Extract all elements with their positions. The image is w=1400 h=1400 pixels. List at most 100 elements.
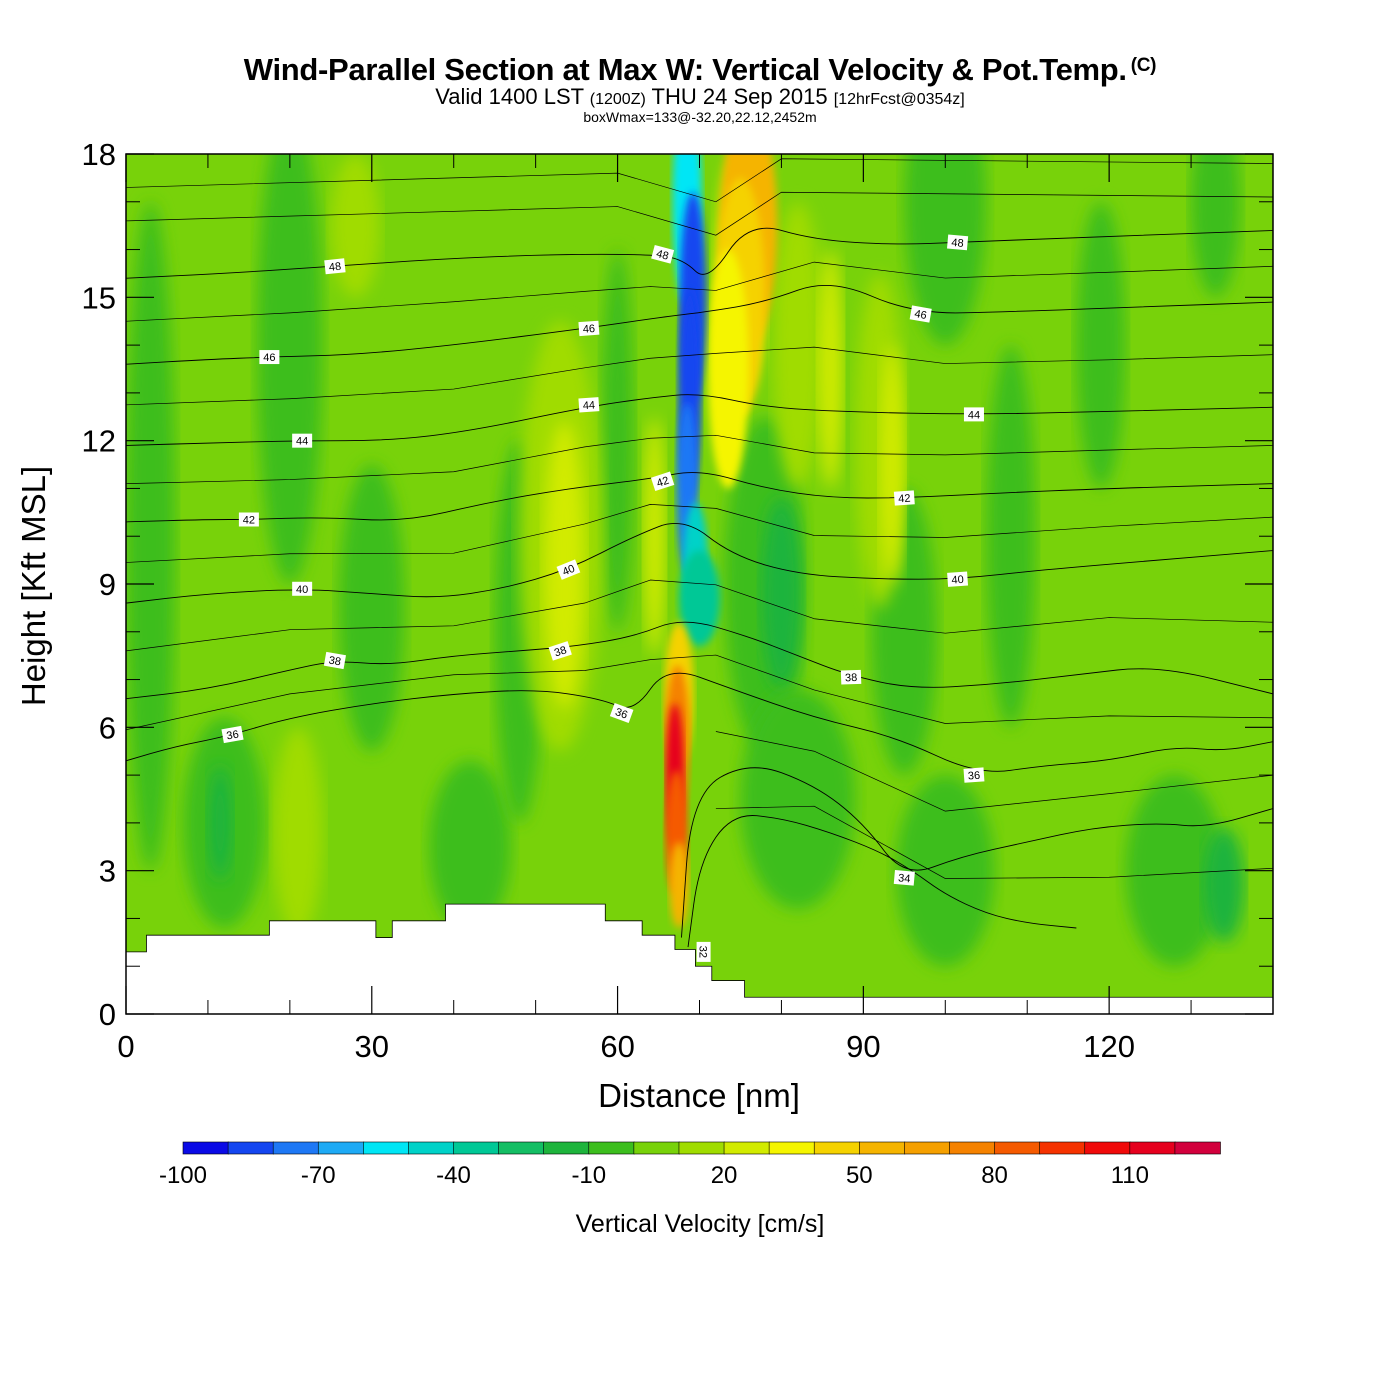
theta-contour-label-box — [947, 234, 969, 251]
valid-time: Valid 1400 LST — [435, 84, 584, 109]
theta-contour-minor — [126, 654, 1273, 731]
theta-contour-label-box — [221, 725, 244, 744]
colorbar-swatch — [272, 1141, 320, 1155]
field-patch — [207, 765, 233, 881]
colorbar-swatch — [363, 1141, 410, 1155]
colorbar-title: Vertical Velocity [cm/s] — [576, 1210, 825, 1238]
y-tick-label: 12 — [82, 424, 116, 459]
colorbar-swatch — [227, 1141, 274, 1155]
field-patch — [1076, 201, 1126, 489]
theta-contour-label: 44 — [963, 407, 984, 422]
field-patch — [257, 154, 323, 584]
colorbar-swatch — [678, 1141, 725, 1155]
theta-contour-label-text: 38 — [845, 672, 858, 684]
theta-contour-label-text: 36 — [614, 706, 630, 721]
theta-contour-label: 36 — [221, 725, 244, 744]
colorbar-swatch — [408, 1141, 455, 1155]
colorbar-tick-label: 110 — [1111, 1162, 1149, 1189]
theta-contour-label-text: 38 — [553, 644, 568, 659]
field-patch — [818, 249, 843, 489]
colorbar-swatch — [723, 1141, 770, 1155]
valid-utc: (1200Z) — [589, 91, 646, 108]
theta-contour-label: 38 — [323, 651, 346, 670]
theta-contour-label: 46 — [909, 305, 932, 323]
field-patch — [1191, 154, 1241, 298]
theta-contour-44 — [126, 394, 1273, 446]
theta-contour-label-box — [259, 350, 280, 365]
theta-contour-label-box — [893, 869, 915, 886]
colorbar-swatch — [1039, 1141, 1086, 1155]
theta-contour-label-text: 40 — [296, 584, 308, 596]
theta-contour-label: 48 — [947, 234, 969, 251]
colorbar-swatch — [813, 1141, 861, 1155]
theta-contour-label-text: 36 — [226, 729, 240, 743]
field-patch — [429, 760, 512, 933]
theta-contour-label: 44 — [578, 397, 600, 413]
chart-subtitle: Valid 1400 LST (1200Z) THU 24 Sep 2015 [… — [0, 84, 1400, 110]
theta-contour-label-text: 38 — [328, 654, 342, 668]
theta-contour-label: 48 — [651, 244, 675, 264]
colorbar-swatch — [768, 1141, 816, 1155]
x-tick-label: 90 — [846, 1029, 880, 1064]
theta-contour-label-text: 42 — [655, 475, 670, 490]
theta-contour-label: 42 — [650, 471, 675, 492]
theta-contour-label-text: 48 — [328, 261, 341, 274]
y-axis-title: Height [Kft MSL] — [15, 466, 52, 706]
field-patch — [330, 154, 380, 298]
theta-contour-label: 48 — [324, 258, 346, 275]
theta-contour-label: 42 — [238, 512, 259, 527]
theta-contour-label-text: 46 — [582, 323, 595, 336]
theta-contour-label-box — [963, 767, 985, 783]
theta-contour-minor — [715, 731, 1273, 812]
colorbar-swatch — [182, 1141, 229, 1155]
field-patch — [1125, 775, 1224, 967]
theta-contour-label-text: 40 — [561, 563, 577, 579]
theta-contour-label-text: 40 — [951, 574, 964, 587]
colorbar-tick-label: -40 — [436, 1162, 471, 1189]
x-axis-title: Distance [nm] — [598, 1077, 800, 1114]
theta-contour-label-box — [323, 651, 346, 670]
theta-contour-34 — [681, 767, 1273, 938]
theta-contour-36 — [126, 672, 1273, 772]
y-tick-label: 9 — [99, 567, 116, 602]
theta-contour-label-box — [651, 244, 675, 264]
colorbar-swatch — [859, 1141, 906, 1155]
theta-contour-minor — [126, 579, 1273, 652]
theta-contour-label-box — [947, 571, 969, 587]
theta-contour-minor — [126, 346, 1273, 406]
forecast-info: [12hrFcst@0354z] — [833, 91, 965, 108]
theta-contour-label: 32 — [696, 941, 711, 962]
x-tick-label: 0 — [117, 1029, 134, 1064]
theta-contour-38 — [126, 621, 1273, 700]
colorbar-swatch — [1129, 1141, 1176, 1155]
field-patch — [904, 154, 987, 346]
field-patch — [643, 416, 666, 656]
colorbar-swatch — [498, 1141, 545, 1155]
theta-contour-minor — [126, 191, 1273, 236]
y-tick-label: 15 — [82, 280, 116, 315]
field-patch — [601, 249, 634, 632]
terrain-surface — [126, 903, 1273, 1014]
colorbar-swatch — [543, 1141, 590, 1155]
theta-contour-label-text: 44 — [296, 436, 308, 448]
theta-contour-48 — [126, 227, 1273, 279]
terrain-mask — [126, 903, 1273, 1014]
theta-contour-minor — [126, 504, 1273, 563]
y-tick-label: 0 — [99, 997, 116, 1032]
colorbar-tick-label: -10 — [571, 1162, 606, 1189]
theta-contour-label-box — [578, 320, 600, 337]
theta-contour-minor — [126, 261, 1273, 322]
theta-contour-label-box — [893, 490, 915, 506]
chart-title: Wind-Parallel Section at Max W: Vertical… — [0, 52, 1400, 88]
theta-contour-label-box — [650, 471, 675, 492]
colorbar-tick-label: 20 — [711, 1162, 738, 1189]
field-patch — [879, 345, 905, 584]
colorbar-swatch — [994, 1141, 1041, 1155]
theta-contour-label-text: 34 — [898, 872, 911, 885]
field-patch — [773, 201, 823, 489]
theta-contour-42 — [126, 472, 1273, 523]
theta-contour-label-box — [609, 703, 634, 723]
y-tick-label: 6 — [99, 710, 116, 745]
theta-contour-label-text: 32 — [697, 946, 709, 958]
theta-contour-label: 36 — [963, 767, 985, 783]
